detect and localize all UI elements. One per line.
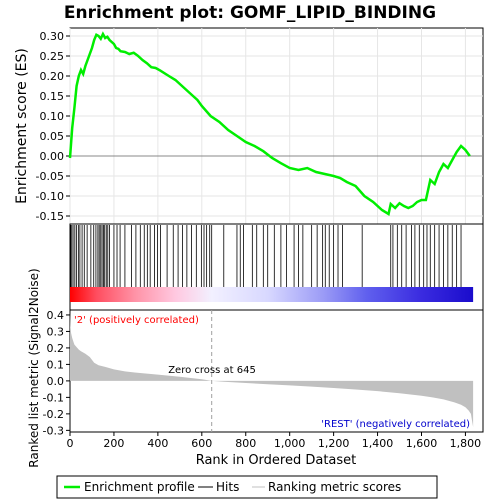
zero-cross-label: Zero cross at 645 xyxy=(168,365,256,376)
negative-correlation-label: 'REST' (negatively correlated) xyxy=(321,419,470,430)
es-y-tick-label: 0.15 xyxy=(40,90,65,103)
ranked-heat-bar xyxy=(70,287,474,302)
es-y-tick-label: -0.15 xyxy=(36,210,64,223)
es-y-tick-label: 0.20 xyxy=(40,70,65,83)
es-series-line xyxy=(68,31,471,216)
metric-x-ticks: 0 200 400 600 800 1,000 1,200 1,400 1,600 1,800 xyxy=(67,432,482,450)
legend-metric-label: Ranking metric scores xyxy=(268,480,401,494)
es-panel-frame xyxy=(69,27,484,225)
metric-y-tick-label: 0.2 xyxy=(47,342,65,355)
es-y-tick-label: -0.05 xyxy=(36,170,64,183)
es-panel: -0.15 -0.10 -0.05 0.00 0.05 0.10 0.15 0.20 0.25 0… xyxy=(14,27,484,225)
legend-hits-label: Hits xyxy=(216,480,239,494)
metric-panel-frame xyxy=(69,309,484,433)
es-y-tick-label: 0.25 xyxy=(40,50,65,63)
x-tick-label: 1,200 xyxy=(318,437,350,450)
x-axis-label: Rank in Ordered Dataset xyxy=(196,453,357,468)
metric-y-tick-label: -0.1 xyxy=(43,391,64,404)
metric-y-ticks: -0.3 -0.2 -0.1 0.0 0.1 0.2 0.3 0.4 xyxy=(43,309,70,437)
positive-correlation-label: '2' (positively correlated) xyxy=(74,315,199,326)
x-tick-label: 600 xyxy=(191,437,212,450)
x-tick-label: 1,000 xyxy=(274,437,306,450)
metric-y-axis-label: Ranked list metric (Signal2Noise) xyxy=(27,268,41,467)
x-tick-label: 0 xyxy=(67,437,74,450)
es-y-tick-label: -0.10 xyxy=(36,190,64,203)
x-tick-label: 200 xyxy=(103,437,124,450)
x-tick-label: 400 xyxy=(147,437,168,450)
es-y-tick-label: 0.05 xyxy=(40,130,65,143)
x-tick-label: 800 xyxy=(235,437,256,450)
metric-y-tick-label: 0.0 xyxy=(47,375,65,388)
legend-box xyxy=(56,475,438,499)
es-y-tick-label: 0.30 xyxy=(40,30,65,43)
chart-title: Enrichment plot: GOMF_LIPID_BINDING xyxy=(64,3,436,23)
metric-y-tick-label: 0.1 xyxy=(47,358,65,371)
x-tick-label: 1,600 xyxy=(406,437,438,450)
metric-panel: -0.3 -0.2 -0.1 0.0 0.1 0.2 0.3 0.4 0 200 400 600 80… xyxy=(27,268,484,468)
metric-y-tick-label: 0.3 xyxy=(47,325,65,338)
metric-y-tick-label: 0.4 xyxy=(47,309,65,322)
hit-markers xyxy=(70,225,462,287)
x-tick-label: 1,400 xyxy=(362,437,394,450)
es-y-tick-label: 0.10 xyxy=(40,110,65,123)
legend-es-label: Enrichment profile xyxy=(84,480,195,494)
x-tick-label: 1,800 xyxy=(450,437,482,450)
es-y-ticks: -0.15 -0.10 -0.05 0.00 0.05 0.10 0.15 0.20 0.25 0… xyxy=(36,30,70,223)
metric-y-tick-label: -0.2 xyxy=(43,408,64,421)
legend: Enrichment profile Hits Ranking metric s… xyxy=(56,475,438,499)
es-y-axis-label: Enrichment score (ES) xyxy=(14,48,30,204)
hits-panel xyxy=(69,223,484,311)
es-y-tick-label: 0.00 xyxy=(40,150,65,163)
metric-y-tick-label: -0.3 xyxy=(43,424,64,437)
